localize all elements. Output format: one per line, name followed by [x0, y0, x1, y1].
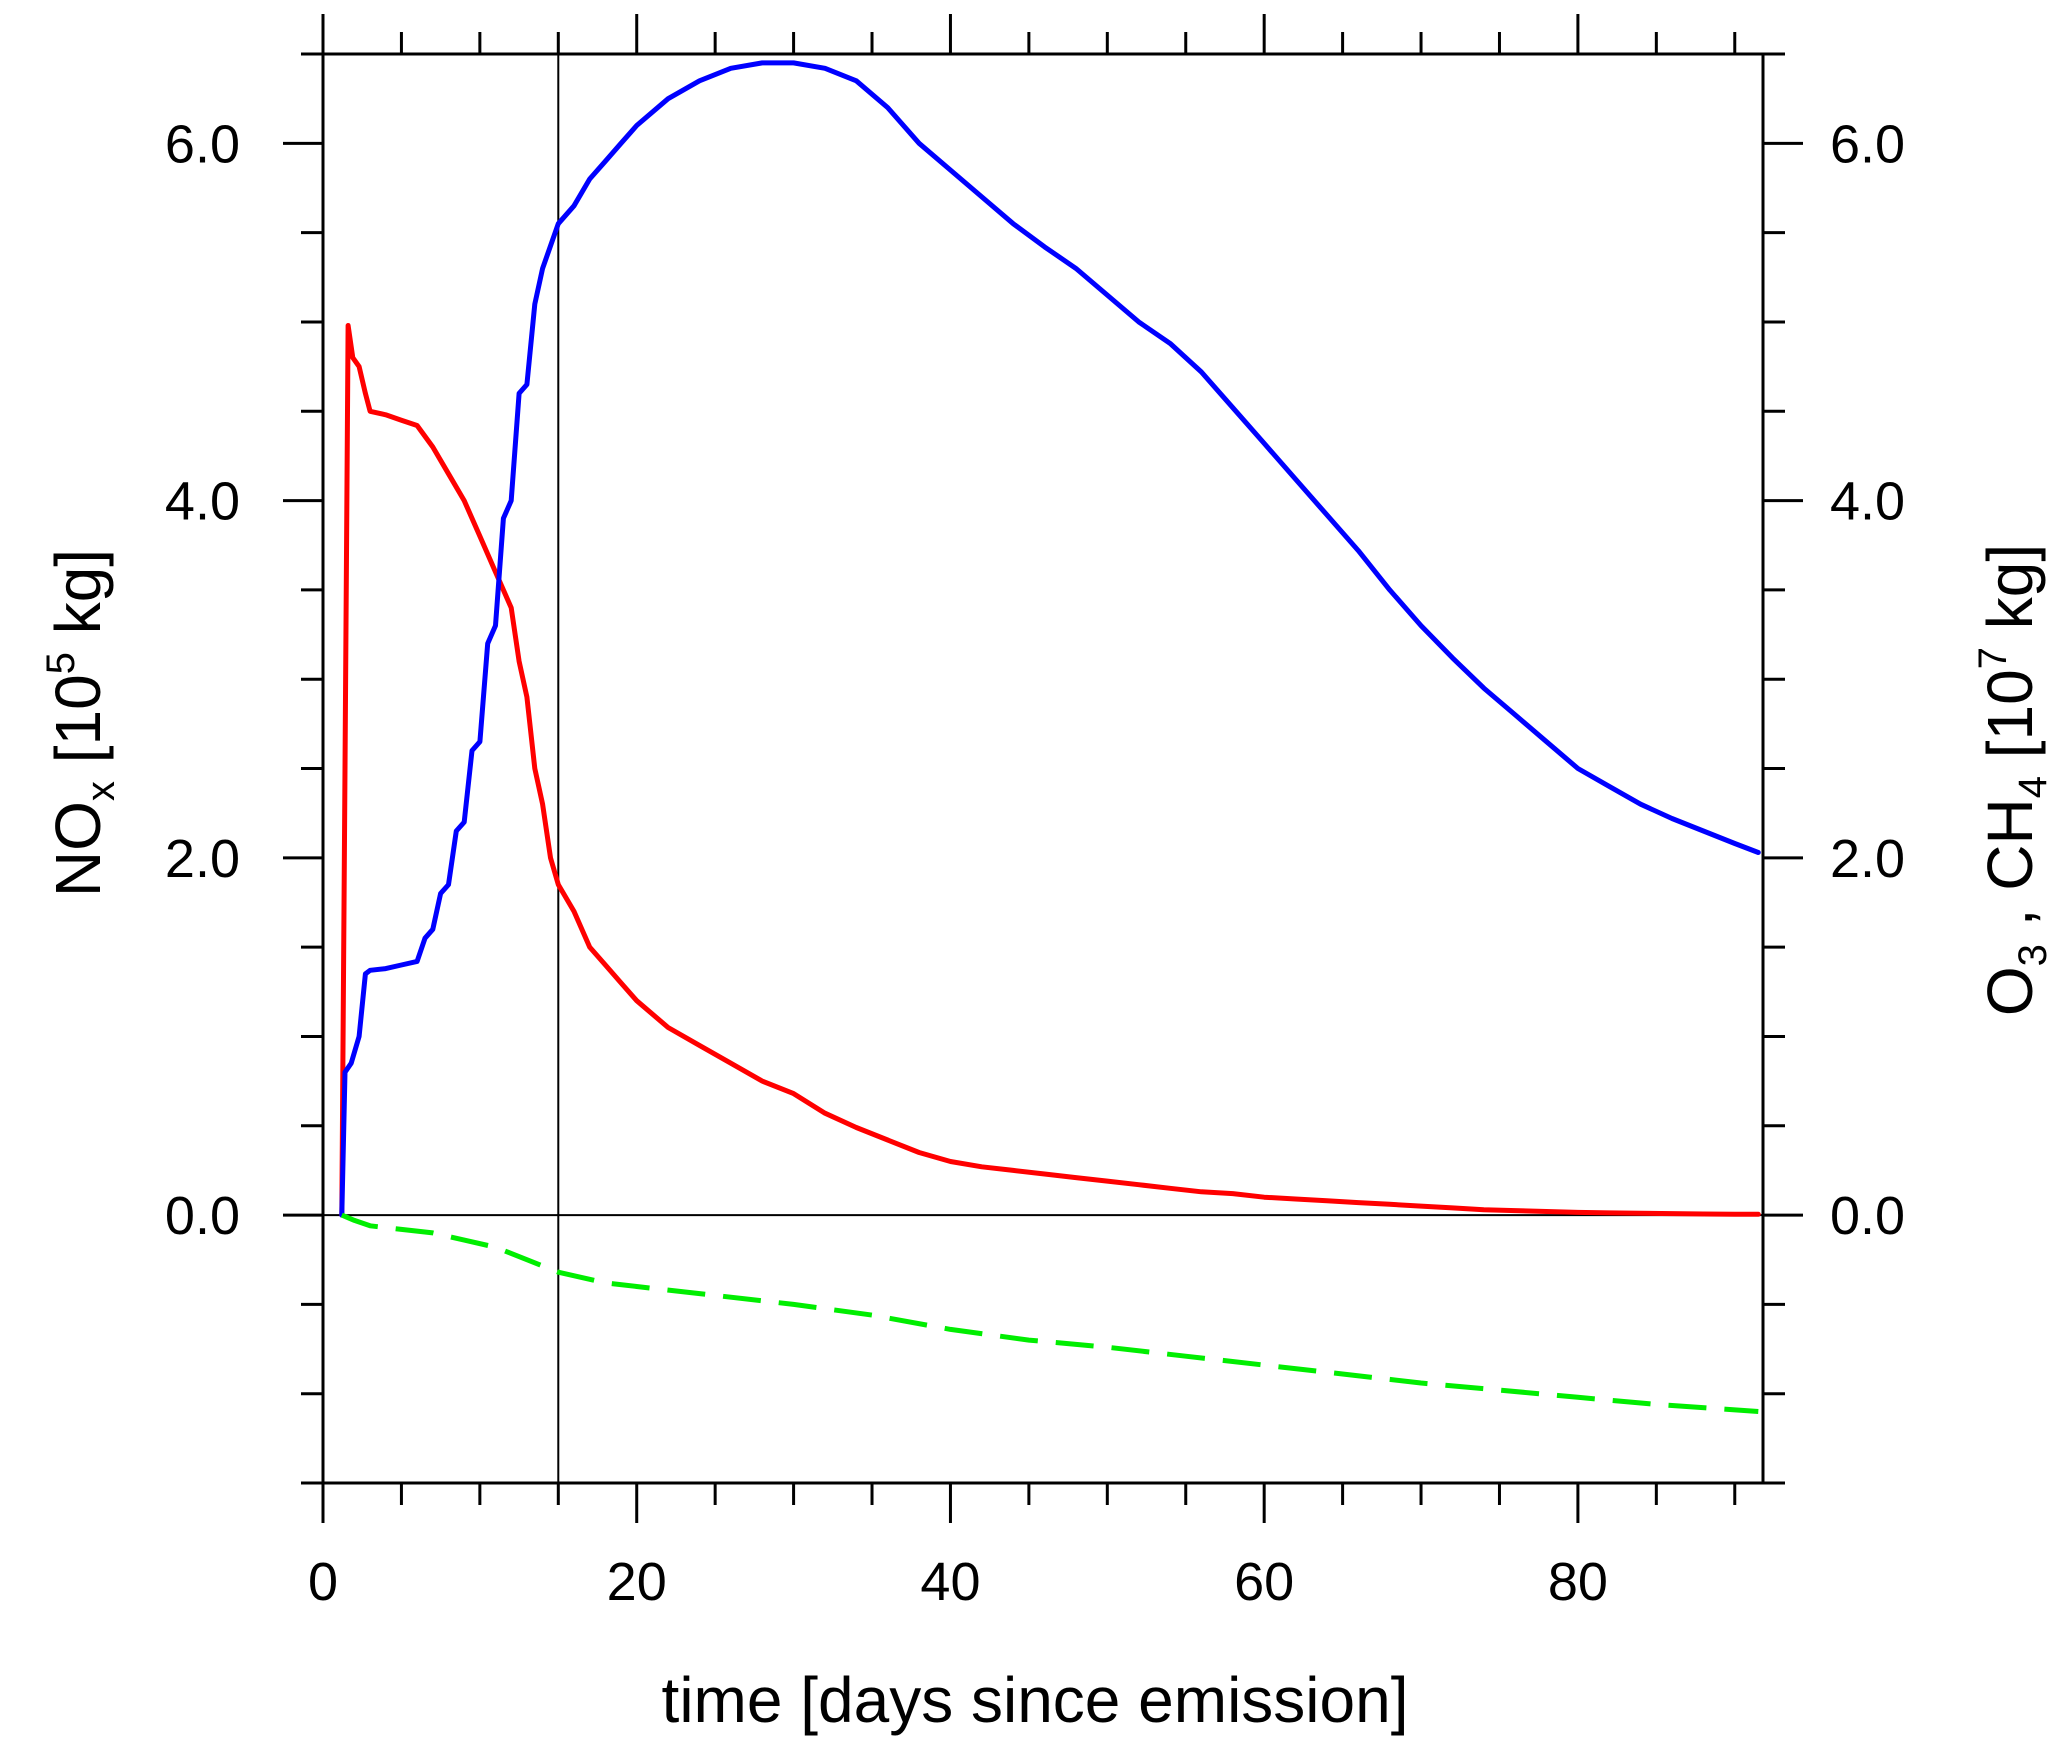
- y-right-sub1: 3: [2011, 944, 2055, 966]
- y-left-main: NO: [42, 801, 114, 897]
- y-left-tick-label: 0.0: [165, 1186, 240, 1246]
- x-tick-label: 20: [607, 1552, 667, 1612]
- y-right-tick-label: 0.0: [1830, 1186, 1905, 1246]
- y-right-part2: , CH: [1974, 798, 2046, 944]
- y-right-tick-label: 4.0: [1830, 472, 1905, 532]
- y-right-tick-label: 2.0: [1830, 829, 1905, 889]
- series-line-1: [339, 323, 1761, 1218]
- x-tick-label: 40: [920, 1552, 980, 1612]
- y-left-unit-suffix: kg]: [42, 549, 114, 652]
- x-axis-title: time [days since emission]: [662, 1664, 1409, 1736]
- y-left-sub: x: [79, 781, 123, 801]
- y-left-unit-prefix: [10: [42, 674, 114, 781]
- y-right-sub2: 4: [2011, 776, 2055, 798]
- y-left-tick-label: 6.0: [165, 114, 240, 174]
- y-right-tick-label: 6.0: [1830, 114, 1905, 174]
- plot-frame: [321, 52, 1765, 1485]
- x-tick-label: 60: [1234, 1552, 1294, 1612]
- series-line-2: [339, 60, 1761, 1218]
- y-axis-right-title: O3 , CH4 [107 kg]: [1971, 544, 2055, 1016]
- tick-labels: 0 20 40 60 80 0.0 2.0 4.0 6.0 0.0 2.0 4.0 6.0: [165, 114, 1905, 1612]
- x-tick-label: 80: [1548, 1552, 1608, 1612]
- y-right-unit-prefix: [10: [1974, 669, 2046, 776]
- y-left-tick-label: 2.0: [165, 829, 240, 889]
- y-left-sup: 5: [39, 652, 83, 674]
- y-right-sup: 7: [1971, 647, 2015, 669]
- series-line-3: [340, 1212, 1759, 1414]
- x-tick-label: 0: [308, 1552, 338, 1612]
- series-layer: [339, 60, 1761, 1414]
- y-left-tick-label: 4.0: [165, 472, 240, 532]
- y-right-part1: O: [1974, 966, 2046, 1016]
- y-right-unit-suffix: kg]: [1974, 544, 2046, 647]
- y-axis-left-title: NOx [105 kg]: [39, 549, 123, 897]
- axis-ticks: [283, 14, 1803, 1523]
